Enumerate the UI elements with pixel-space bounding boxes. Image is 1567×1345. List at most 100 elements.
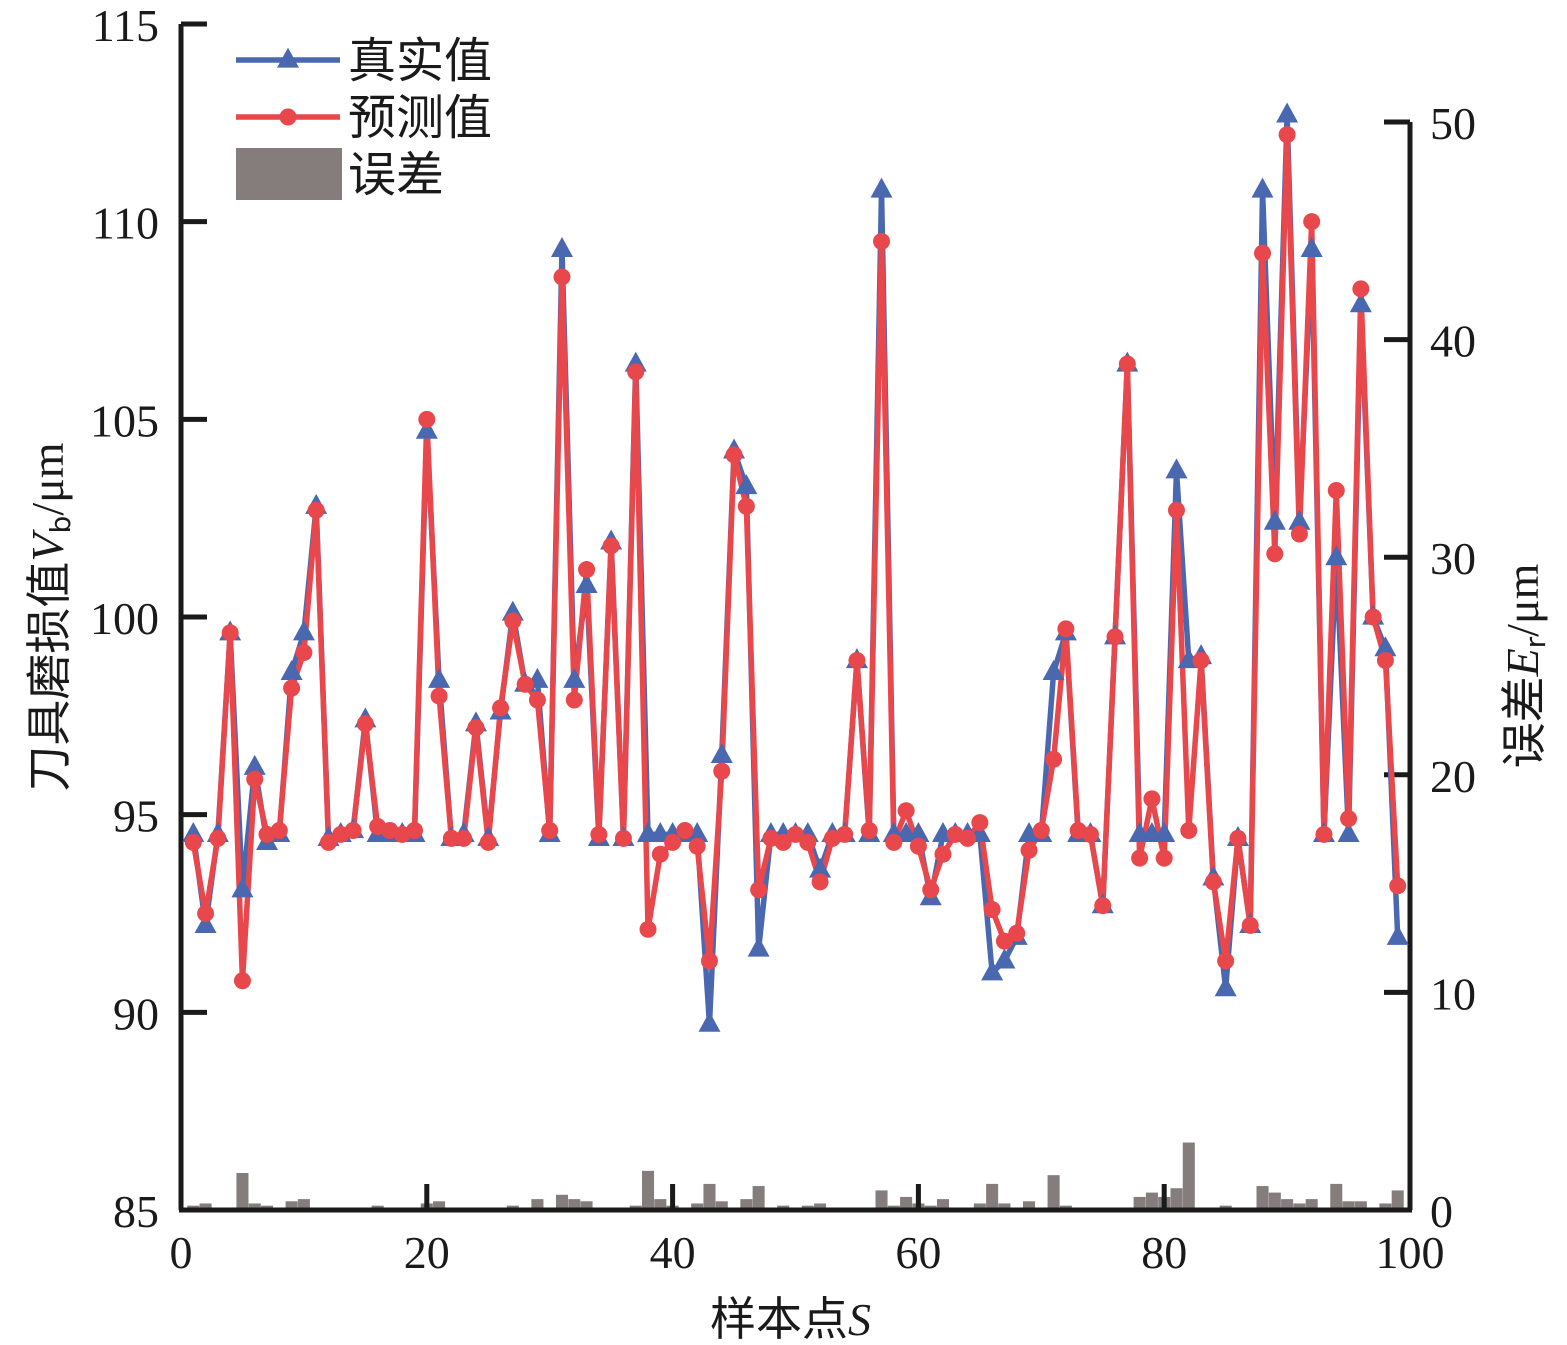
data-point-circle — [319, 833, 337, 851]
data-point-triangle — [280, 659, 303, 680]
data-point-circle — [713, 762, 731, 780]
data-point-circle — [430, 687, 448, 705]
data-point-circle — [1241, 916, 1259, 934]
data-point-triangle — [1325, 545, 1348, 566]
axis-titles: 样本点S 刀具磨损值Vb/μm 误差Er/μm — [22, 442, 1553, 1345]
data-point-circle — [1180, 821, 1198, 839]
error-bar — [1133, 1196, 1146, 1210]
data-point-circle — [442, 829, 460, 847]
data-point-circle — [578, 561, 596, 579]
legend-entry: 误差 — [236, 147, 444, 203]
data-point-circle — [602, 537, 620, 555]
error-bar — [715, 1201, 728, 1210]
error-bar — [531, 1199, 544, 1210]
data-point-circle — [479, 833, 497, 851]
error-bar — [1268, 1192, 1281, 1210]
data-point-triangle — [415, 418, 438, 439]
y2-tick-label: 20 — [1430, 751, 1476, 802]
data-point-triangle — [292, 620, 315, 641]
legend-entry: 真实值 — [236, 33, 492, 89]
data-point-circle — [504, 612, 522, 630]
y2-axis-title: 误差Er/μm — [1497, 563, 1553, 768]
y2-tick-label: 50 — [1430, 98, 1476, 149]
legend-label: 真实值 — [348, 33, 492, 89]
error-bar — [654, 1199, 667, 1210]
data-point-circle — [221, 624, 239, 642]
data-point-circle — [1167, 501, 1185, 519]
error-bar — [900, 1196, 913, 1210]
error-bar — [1379, 1203, 1392, 1210]
data-point-circle — [1315, 825, 1333, 843]
data-point-circle — [467, 719, 485, 737]
y-tick-label: 85 — [113, 1186, 159, 1237]
data-point-circle — [283, 679, 301, 697]
error-bar — [285, 1201, 298, 1210]
data-point-triangle — [1153, 822, 1176, 843]
data-point-circle — [455, 829, 473, 847]
data-point-circle — [565, 691, 583, 709]
legend-label: 误差 — [348, 147, 444, 203]
data-point-circle — [639, 920, 657, 938]
data-point-circle — [1340, 810, 1358, 828]
data-point-circle — [836, 825, 854, 843]
data-point-circle — [246, 770, 264, 788]
data-point-triangle — [1263, 509, 1286, 530]
data-point-triangle — [550, 236, 573, 257]
y2-tick-label: 10 — [1430, 968, 1476, 1019]
y-tick-label: 105 — [90, 395, 159, 446]
error-bar — [1145, 1192, 1158, 1210]
legend-swatch-circle — [279, 108, 297, 126]
data-point-triangle — [747, 936, 770, 957]
error-bar — [986, 1183, 999, 1210]
data-point-circle — [1217, 952, 1235, 970]
data-point-circle — [934, 845, 952, 863]
data-point-circle — [1376, 651, 1394, 669]
data-point-circle — [1290, 525, 1308, 543]
svg-text:误差Er/μm: 误差Er/μm — [1497, 563, 1553, 768]
error-bar — [1305, 1199, 1318, 1210]
data-point-circle — [811, 873, 829, 891]
data-point-circle — [737, 497, 755, 515]
error-bar — [936, 1199, 949, 1210]
y-tick-label: 115 — [92, 0, 159, 51]
data-point-circle — [651, 845, 669, 863]
data-point-circle — [1032, 821, 1050, 839]
y2-tick-label: 40 — [1430, 316, 1476, 367]
data-point-triangle — [981, 960, 1004, 981]
error-bar — [1022, 1201, 1036, 1210]
error-bar — [568, 1199, 581, 1210]
data-point-circle — [184, 833, 202, 851]
error-bar — [199, 1203, 212, 1210]
data-point-circle — [1364, 608, 1382, 626]
data-point-circle — [344, 821, 362, 839]
data-point-triangle — [809, 857, 832, 878]
data-point-triangle — [1300, 236, 1323, 257]
data-point-triangle — [575, 572, 598, 593]
data-point-circle — [1020, 841, 1038, 859]
data-point-circle — [848, 651, 866, 669]
data-point-circle — [909, 837, 927, 855]
data-point-circle — [614, 829, 632, 847]
error-bar — [1354, 1201, 1367, 1210]
data-point-circle — [307, 501, 325, 519]
error-bar — [875, 1190, 888, 1210]
data-point-circle — [1106, 628, 1124, 646]
data-point-triangle — [1337, 822, 1360, 843]
data-point-circle — [1045, 750, 1063, 768]
data-point-circle — [1192, 651, 1210, 669]
data-point-triangle — [993, 948, 1016, 969]
data-point-circle — [627, 363, 645, 381]
x-tick-label: 60 — [895, 1227, 941, 1278]
legend-swatch-bar — [236, 148, 342, 200]
series-markers — [182, 102, 1409, 1032]
data-point-circle — [750, 881, 768, 899]
x-tick-label: 40 — [650, 1227, 696, 1278]
data-point-circle — [295, 644, 313, 662]
data-point-triangle — [1251, 177, 1274, 198]
data-point-circle — [1389, 877, 1407, 895]
y-axis-title: 刀具磨损值Vb/μm — [22, 442, 78, 791]
data-point-circle — [1352, 280, 1370, 298]
data-point-circle — [528, 691, 546, 709]
data-point-triangle — [194, 912, 217, 933]
